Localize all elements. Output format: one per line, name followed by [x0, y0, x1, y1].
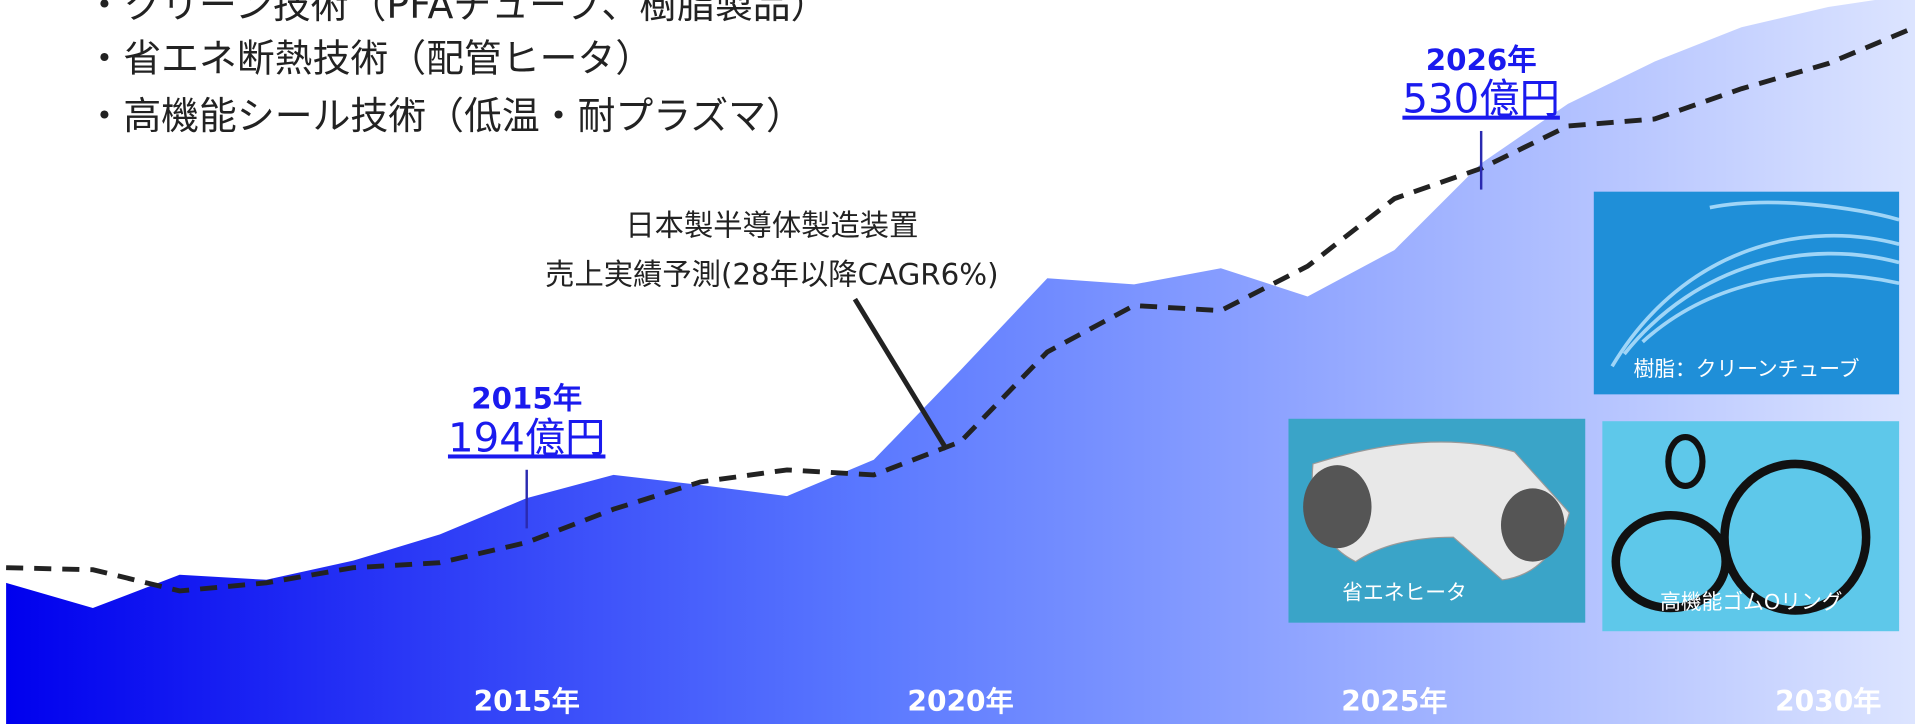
product-caption: 高機能ゴムOリング [1660, 590, 1842, 614]
tube-drawing [1610, 200, 1900, 368]
product-heater: 省エネヒータ [1288, 418, 1586, 623]
annotation-line: 売上実績予測(28年以降CAGR6%) [545, 257, 998, 291]
annotation-pointer [852, 297, 949, 451]
annotation: 日本製半導体製造装置 売上実績予測(28年以降CAGR6%) [545, 209, 999, 451]
bullets: ・クリーン技術（PFAチューブ、樹脂製品） ・省エネ断熱技術（配管ヒータ） ・高… [85, 0, 828, 138]
annotation-line: 日本製半導体製造装置 [625, 209, 918, 243]
bullet: ・クリーン技術（PFAチューブ、樹脂製品） [85, 0, 828, 27]
x-tick-label: 2025年 [1341, 685, 1447, 718]
bullet: ・高機能シール技術（低温・耐プラズマ） [85, 94, 803, 138]
x-tick-label: 2030年 [1775, 685, 1881, 718]
oring [1665, 434, 1706, 489]
callout-year: 2026年 [1426, 43, 1537, 77]
dashed-line [6, 24, 1915, 594]
oring [1720, 459, 1871, 615]
oring [1611, 510, 1730, 613]
product-image [1593, 191, 1900, 395]
callout-year: 2015年 [471, 382, 582, 416]
callout-value: 194億円 [448, 414, 605, 461]
product-caption: 樹脂：クリーンチューブ [1633, 357, 1859, 381]
heater-pipe [1303, 465, 1372, 549]
x-tick-label: 2015年 [474, 685, 580, 718]
heater-pipe [1500, 488, 1565, 562]
callout-value: 530億円 [1402, 76, 1559, 123]
product-caption: 省エネヒータ [1342, 580, 1467, 604]
product-oring: 高機能ゴムOリング [1602, 421, 1900, 632]
heater-drawing [1311, 441, 1571, 581]
product-tube: 樹脂：クリーンチューブ [1593, 191, 1900, 395]
bullet: ・省エネ断熱技術（配管ヒータ） [85, 37, 653, 81]
x-tick-label: 2020年 [907, 685, 1013, 718]
